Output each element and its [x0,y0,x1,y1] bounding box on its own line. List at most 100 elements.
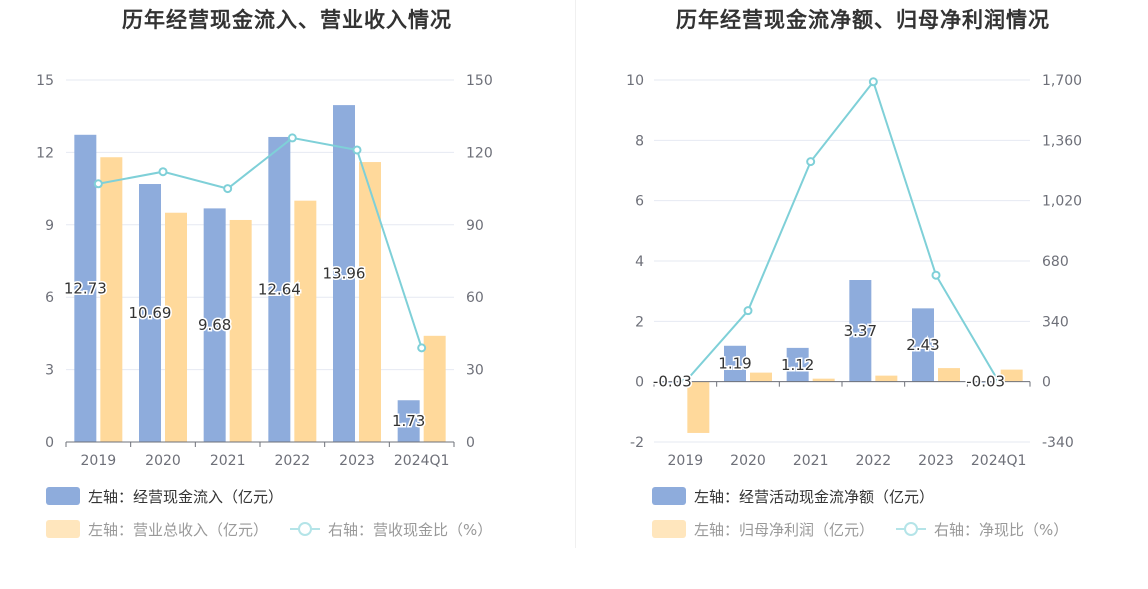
bar-2022-b [875,375,898,382]
legend-item-bar-a[interactable]: 左轴：经营活动现金流净额（亿元） [652,486,934,507]
line-series-path [98,136,423,349]
line-point-2021 [223,184,233,194]
y-right-tick-label: 1,360 [1042,133,1082,149]
y-right-tick-label: 0 [466,435,475,451]
y-left-tick-label: -2 [630,435,644,451]
legend-swatch [652,520,686,538]
bar-data-label: 1.73 [392,412,425,430]
bar-2021-a [786,347,809,382]
y-left-tick-label: 6 [45,290,54,306]
bar-data-label: 3.37 [844,322,877,340]
line-point-2023 [931,270,941,280]
y-left-tick-label: 3 [45,363,54,379]
bar-2019-b [687,381,710,433]
bar-2019-b [100,157,123,442]
y-left-tick-label: 2 [635,314,644,330]
line-point-2020 [743,306,753,316]
bar-2021-b [229,219,252,442]
line-point-2023 [352,145,362,155]
bar-2021-a [203,208,226,442]
line-point-2019 [93,179,103,189]
chart-plot: -2 0 2 4 6 8 10 -340 0 340 680 1,020 1,360 1,700 2019 2… [626,73,1082,469]
bar-data-label: 12.64 [258,280,301,298]
y-right-tick-label: -340 [1042,435,1074,451]
x-tick-label: 2021 [210,453,246,469]
bar-2022-b [294,200,317,442]
bar-2020-a [724,345,746,382]
y-left-tick-label: 15 [36,73,54,89]
y-right-tick-label: 90 [466,218,484,234]
x-tick-label: 2022 [275,453,311,469]
x-tick-label: 2020 [145,453,181,469]
bar-2020-b [750,372,772,382]
legend-label: 左轴：经营活动现金流净额（亿元） [694,487,935,506]
bar-data-label: 1.19 [718,355,751,373]
bar-data-label: 2.43 [906,336,939,354]
legend-label: 右轴：营收现金比（%） [328,520,493,539]
x-tick-label: 2024Q1 [971,453,1027,469]
y-left-tick-label: 0 [45,435,54,451]
chart-panel-right: 历年经营现金流净额、归母净利润情况 -2 0 2 4 6 8 10 -340 0 340 680 1,… [576,0,1148,589]
y-left-tick-label: 9 [45,218,54,234]
chart-title: 历年经营现金流净额、归母净利润情况 [676,8,1050,32]
legend-row-1: 左轴：经营现金流入（亿元） [46,484,305,508]
y-right-tick-label: 680 [1042,254,1069,270]
line-point-2020 [158,167,168,177]
legend-line-icon [896,522,927,536]
legend-item-bar-b[interactable]: 左轴：营业总收入（亿元） [46,519,268,540]
y-left-tick-label: 6 [635,194,644,210]
bar-2021-b [812,378,835,382]
line-point-2024Q1 [417,343,427,353]
legend-item-line[interactable]: 右轴：营收现金比（%） [290,519,492,540]
bar-data-label: 13.96 [323,265,366,283]
y-right-tick-label: 0 [1042,375,1051,391]
legend-label: 左轴：经营现金流入（亿元） [88,487,284,506]
bar-2022-a [268,136,291,443]
legend-swatch [652,487,686,505]
line-series-path [684,79,1000,383]
bar-2023-b [938,368,960,382]
legend-row-2: 左轴：营业总收入（亿元） 右轴：营收现金比（%） [46,517,514,541]
y-left-tick-label: 10 [626,73,644,89]
x-tick-label: 2024Q1 [394,453,450,469]
x-tick-label: 2022 [856,453,892,469]
bar-data-label: -0.03 [653,373,692,391]
legend-swatch [46,487,80,505]
bar-data-label: 1.12 [781,356,814,374]
y-left-tick-label: 12 [36,145,54,161]
y-left-tick-label: 0 [635,375,644,391]
y-right-tick-label: 1,700 [1042,73,1082,89]
legend-line-icon [290,522,321,536]
line-point-2024Q1 [994,377,1004,387]
legend-swatch [46,520,80,538]
bar-data-label: -0.03 [966,373,1005,391]
y-left-tick-label: 8 [635,133,644,149]
bar-2020-a [139,184,161,443]
y-right-tick-label: 340 [1042,314,1069,330]
y-right-tick-label: 60 [466,290,484,306]
bar-2023-a [912,308,934,382]
y-right-tick-label: 150 [466,73,493,89]
legend-item-line[interactable]: 右轴：净现比（%） [896,519,1068,540]
legend-label: 左轴：营业总收入（亿元） [88,520,269,539]
bar-data-label: 12.73 [64,279,107,297]
x-tick-label: 2019 [668,453,704,469]
line-point-2021 [806,157,816,167]
line-point-2022 [287,133,297,143]
y-left-tick-label: 4 [635,254,644,270]
bar-2024Q1-b [1000,369,1023,382]
legend-item-bar-a[interactable]: 左轴：经营现金流入（亿元） [46,486,283,507]
bar-2022-a [849,280,872,382]
x-tick-label: 2023 [339,453,375,469]
y-right-tick-label: 30 [466,363,484,379]
legend-row-1: 左轴：经营活动现金流净额（亿元） [652,484,956,508]
bar-2023-a [333,105,355,442]
chart-title: 历年经营现金流入、营业收入情况 [122,8,452,32]
legend-row-2: 左轴：归母净利润（亿元） 右轴：净现比（%） [652,517,1090,541]
y-right-tick-label: 1,020 [1042,194,1082,210]
legend-item-bar-b[interactable]: 左轴：归母净利润（亿元） [652,519,874,540]
x-tick-label: 2021 [793,453,829,469]
bar-data-label: 9.68 [198,316,231,334]
bar-2020-b [165,212,187,442]
